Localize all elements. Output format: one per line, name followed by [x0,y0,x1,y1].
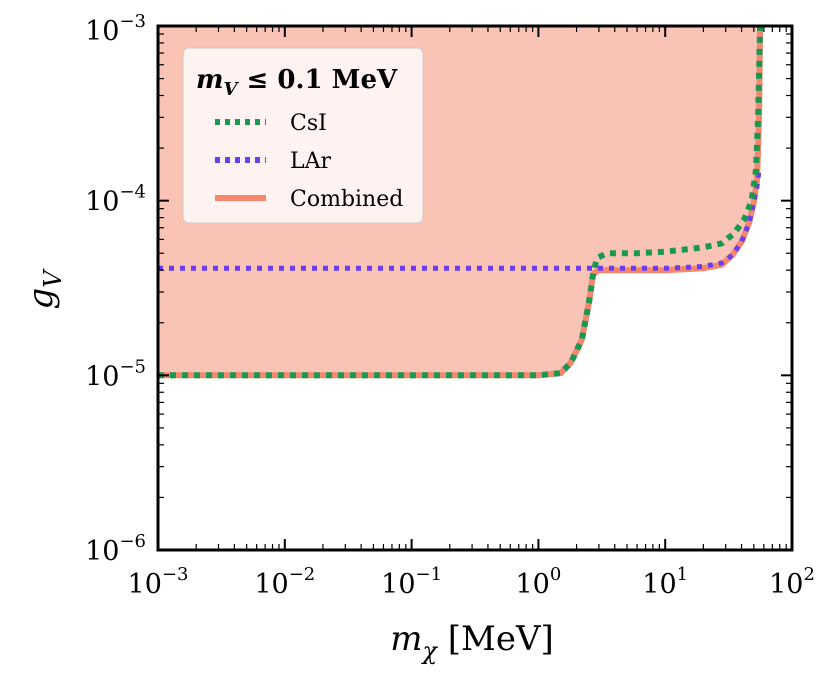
x-tick-label: 10−1 [381,564,442,600]
y-tick-base: 10 [85,536,119,567]
y-tick-exponent: −6 [119,531,146,552]
y-tick-exponent: −5 [119,356,146,377]
x-tick-base: 10 [254,569,288,600]
x-tick-label: 100 [515,564,561,600]
y-axis-label-subscript: V [39,268,67,288]
legend-label-combined: Combined [290,187,403,212]
y-tick-base: 10 [85,361,119,392]
x-axis-label-subscript: χ [420,637,438,665]
legend: mV ≤ 0.1 MeV CsI LAr Combined [183,48,423,223]
legend-label-csi: CsI [290,111,327,136]
x-tick-base: 10 [642,569,676,600]
x-axis-label: mχ [MeV] [390,619,554,665]
x-axis-label-symbol: m [390,619,422,659]
x-tick-exponent: 2 [803,564,814,585]
x-tick-label: 101 [642,564,688,600]
y-tick-label: 10−3 [85,11,146,47]
x-tick-exponent: −2 [289,564,316,585]
x-tick-label: 10−2 [254,564,315,600]
x-tick-exponent: −3 [162,564,189,585]
x-tick-exponent: 0 [550,564,561,585]
y-tick-exponent: −4 [119,182,146,203]
y-tick-label: 10−5 [85,356,146,392]
x-tick-labels: 10−3 10−2 10−1 100 101 102 [128,564,815,600]
y-tick-label: 10−4 [85,182,146,218]
x-axis-label-unit: [MeV] [437,619,554,659]
y-tick-labels: 10−610−510−410−3 [85,11,146,567]
y-tick-label: 10−6 [85,531,146,567]
chart: 10−3 10−2 10−1 100 101 102 10−610−510−410−3 m… [0,0,830,675]
y-axis-label: gV [21,268,67,310]
legend-title-symbol: m [196,65,224,95]
legend-title-rest: ≤ 0.1 MeV [237,65,397,95]
y-tick-exponent: −3 [119,11,146,32]
x-tick-base: 10 [128,569,162,600]
x-tick-base: 10 [769,569,803,600]
legend-label-lar: LAr [290,149,331,174]
y-tick-base: 10 [85,16,119,47]
y-axis-label-symbol: g [21,288,61,310]
x-tick-label: 10−3 [128,564,189,600]
x-tick-base: 10 [381,569,415,600]
x-tick-exponent: 1 [677,564,688,585]
y-tick-base: 10 [85,187,119,218]
x-tick-base: 10 [515,569,549,600]
x-tick-label: 102 [769,564,815,600]
x-tick-exponent: −1 [416,564,443,585]
